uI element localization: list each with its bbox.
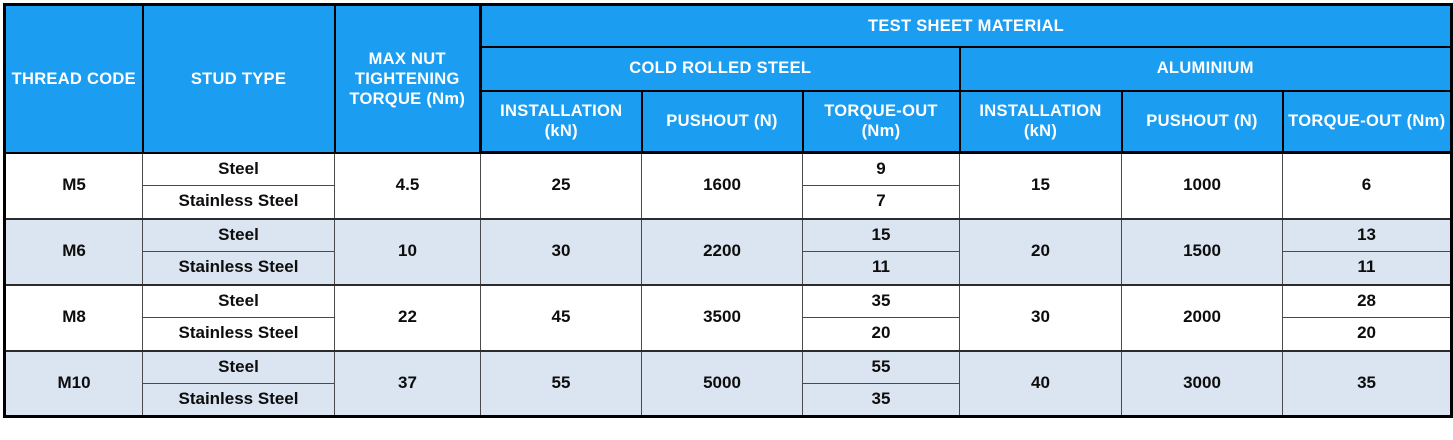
col-header-crs-torque-out: TORQUE-OUT (Nm) [801,89,961,154]
cell-crs-installation: 25 [480,151,642,219]
cell-stud-type: Steel [142,349,335,384]
cell-max-nut-torque: 22 [334,283,481,351]
cell-al-pushout: 2000 [1121,283,1283,351]
table-row-m8-stainless: Stainless Steel 20 20 [5,317,1453,351]
cell-crs-torque-out: 20 [802,317,960,351]
col-header-crs-pushout: PUSHOUT (N) [640,89,804,154]
cell-crs-torque-out: 35 [802,283,960,318]
table-row-m5-stainless: Stainless Steel 7 [5,185,1452,219]
cell-crs-pushout: 2200 [641,217,803,285]
table-row-m10-steel: M10 Steel 37 55 5000 55 40 3000 35 [4,349,1453,417]
col-header-crs-installation: INSTALLATION (kN) [479,89,643,154]
cell-al-torque-out: 11 [1281,251,1453,285]
cell-crs-torque-out: 55 [802,349,960,384]
table-body: M5 Steel 4.5 25 1600 9 15 1000 6 Stainle… [4,151,1453,417]
col-header-al-installation: INSTALLATION (kN) [958,89,1123,154]
cell-al-pushout: 3000 [1121,349,1283,417]
cell-al-torque-out: 35 [1281,349,1453,417]
cell-crs-torque-out: 15 [802,217,960,252]
cell-al-installation: 30 [959,283,1122,351]
col-header-aluminium: ALUMINIUM [958,45,1453,92]
table-row-m5-steel: M5 Steel 4.5 25 1600 9 15 1000 6 [4,151,1453,219]
table-row-m6-stainless: Stainless Steel 11 11 [5,251,1453,285]
cell-stud-type: Steel [142,151,335,186]
cell-max-nut-torque: 4.5 [334,151,481,219]
table-row-m10-stainless: Stainless Steel 35 [5,383,1452,417]
header-row-groups: THREAD CODE STUD TYPE MAX NUT TIGHTENING… [3,3,1453,154]
cell-al-installation: 40 [959,349,1122,417]
cell-al-pushout: 1000 [1121,151,1283,219]
table-header: THREAD CODE STUD TYPE MAX NUT TIGHTENING… [3,3,1453,154]
cell-al-torque-out: 20 [1281,317,1453,351]
cell-al-torque-out: 13 [1281,217,1453,252]
cell-crs-torque-out: 9 [802,151,960,186]
cell-al-torque-out: 6 [1281,151,1453,219]
cell-crs-torque-out: 35 [802,383,960,417]
cell-stud-type: Stainless Steel [142,383,335,417]
fastener-spec-table: THREAD CODE STUD TYPE MAX NUT TIGHTENING… [3,3,1453,418]
cell-crs-installation: 30 [480,217,642,285]
col-header-max-nut-torque: MAX NUT TIGHTENING TORQUE (Nm) [333,3,482,154]
col-header-thread-code: THREAD CODE [3,3,144,154]
col-header-al-torque-out: TORQUE-OUT (Nm) [1281,89,1453,154]
cell-stud-type: Stainless Steel [142,185,335,219]
cell-al-pushout: 1500 [1121,217,1283,285]
cell-stud-type: Steel [142,217,335,252]
cell-max-nut-torque: 37 [334,349,481,417]
col-header-al-pushout: PUSHOUT (N) [1120,89,1284,154]
cell-crs-pushout: 1600 [641,151,803,219]
cell-stud-type: Stainless Steel [142,317,335,351]
cell-al-torque-out: 28 [1281,283,1453,318]
cell-crs-torque-out: 11 [802,251,960,285]
cell-stud-type: Stainless Steel [142,251,335,285]
cell-thread-code: M8 [4,283,143,351]
cell-crs-pushout: 5000 [641,349,803,417]
cell-crs-torque-out: 7 [802,185,960,219]
spec-sheet-page: THREAD CODE STUD TYPE MAX NUT TIGHTENING… [3,3,1453,418]
cell-crs-installation: 55 [480,349,642,417]
header-row-materials: COLD ROLLED STEEL ALUMINIUM [5,45,1453,92]
cell-thread-code: M6 [4,217,143,285]
cell-crs-installation: 45 [480,283,642,351]
cell-stud-type: Steel [142,283,335,318]
cell-al-installation: 20 [959,217,1122,285]
cell-thread-code: M5 [4,151,143,219]
header-row-measures: INSTALLATION (kN) PUSHOUT (N) TORQUE-OUT… [5,89,1453,154]
cell-thread-code: M10 [4,349,143,417]
col-header-test-sheet-material: TEST SHEET MATERIAL [478,3,1453,48]
table-row-m6-steel: M6 Steel 10 30 2200 15 20 1500 13 [4,217,1453,285]
cell-al-installation: 15 [959,151,1122,219]
cell-crs-pushout: 3500 [641,283,803,351]
cell-max-nut-torque: 10 [334,217,481,285]
col-header-cold-rolled-steel: COLD ROLLED STEEL [479,45,961,92]
table-row-m8-steel: M8 Steel 22 45 3500 35 30 2000 28 [4,283,1453,351]
col-header-stud-type: STUD TYPE [141,3,336,154]
